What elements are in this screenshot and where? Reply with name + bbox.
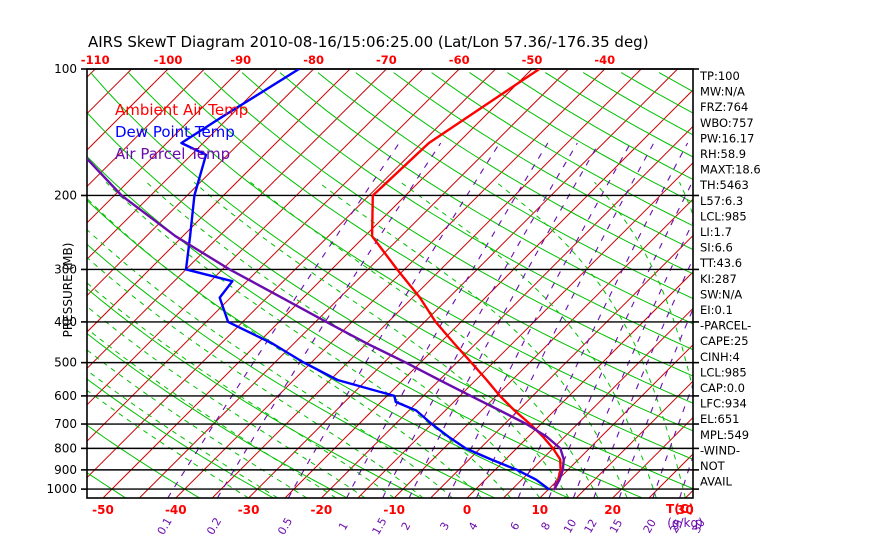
stat-lcl: LCL:985 [700, 209, 747, 223]
legend-dew-point-temp: Dew Point Temp [115, 123, 235, 141]
top-temp-tick: -100 [154, 53, 183, 67]
stat-avail: AVAIL [700, 475, 733, 489]
bottom-temp-tick: -10 [383, 503, 405, 517]
top-temp-tick: -80 [303, 53, 324, 67]
stat-lcl2: LCL:985 [700, 365, 747, 379]
bottom-temp-tick: 30 [677, 503, 694, 517]
stat-cap: CAP:0.0 [700, 381, 745, 395]
isotherm-lines [87, 69, 693, 498]
stat-rh: RH:58.9 [700, 147, 746, 161]
bottom-temp-tick: -50 [92, 503, 114, 517]
pressure-tick: 100 [54, 62, 77, 76]
mixing-ratio-tick: 25 [668, 517, 686, 536]
mixing-ratio-tick: 30 [690, 517, 708, 536]
pressure-tick: 900 [54, 463, 77, 477]
bottom-temp-tick: 10 [531, 503, 548, 517]
pressure-tick: 1000 [46, 482, 77, 496]
bottom-temp-tick: 0 [463, 503, 471, 517]
stat-ei: EI:0.1 [700, 303, 733, 317]
chart-title: AIRS SkewT Diagram 2010-08-16/15:06:25.0… [88, 33, 649, 51]
pressure-tick: 600 [54, 389, 77, 403]
pressure-tick: 800 [54, 441, 77, 455]
mixing-ratio-tick: 20 [641, 517, 659, 536]
temperature-unit-label: T(C) [666, 502, 694, 516]
top-temp-tick: -60 [449, 53, 470, 67]
top-temp-tick: -110 [81, 53, 110, 67]
top-temperature-axis-labels: -110 -100 -90 -80 -70 -60 -50 -40 [81, 53, 615, 67]
stat-cinh: CINH:4 [700, 350, 740, 364]
curve-air-parcel-temp [87, 156, 565, 491]
mixing-ratio-tick: 12 [582, 517, 600, 536]
stat-wind: -WIND- [700, 443, 740, 457]
legend-air-parcel-temp: Air Parcel Temp [115, 145, 230, 163]
stat-maxt: MAXT:18.6 [700, 163, 761, 177]
top-temp-tick: -40 [594, 53, 615, 67]
top-temp-tick: -70 [376, 53, 397, 67]
stat-mpl: MPL:549 [700, 428, 749, 442]
pressure-tick: 200 [54, 188, 77, 202]
stat-tp: TP:100 [699, 69, 740, 83]
dry-adiabat-lines [87, 72, 693, 498]
bottom-temp-tick: 20 [604, 503, 621, 517]
stat-pw: PW:16.17 [700, 131, 754, 145]
plot-frame [81, 68, 699, 499]
stat-not: NOT [700, 459, 726, 473]
bottom-temp-tick: -40 [165, 503, 187, 517]
stat-lfc: LFC:934 [700, 397, 747, 411]
sounding-curves [87, 69, 565, 491]
bottom-temp-tick: -20 [311, 503, 333, 517]
stat-mw: MW:N/A [700, 85, 745, 99]
bottom-temperature-axis-labels: -50 -40 -30 -20 -10 0 10 20 30 [92, 503, 694, 517]
pressure-tick: 500 [54, 356, 77, 370]
curve-dew-point-temp [180, 69, 550, 491]
curve-ambient-air-temp [370, 69, 562, 491]
pressure-tick: 700 [54, 417, 77, 431]
mixing-ratio-tick: 10 [561, 517, 579, 536]
legend-ambient-air-temp: Ambient Air Temp [115, 101, 248, 119]
legend: Ambient Air Temp Dew Point Temp Air Parcel… [115, 101, 248, 163]
stat-frz: FRZ:764 [700, 100, 748, 114]
bottom-temp-tick: -30 [238, 503, 260, 517]
mixing-ratio-tick: 15 [607, 517, 625, 536]
pressure-axis-title: PRESSURE (MB) [61, 243, 75, 338]
stat-li: LI:1.7 [700, 225, 732, 239]
stat-parcel: -PARCEL- [700, 319, 751, 333]
stat-l57: L57:6.3 [700, 194, 743, 208]
stat-cape: CAPE:25 [700, 334, 749, 348]
stat-wbo: WBO:757 [700, 116, 754, 130]
stat-el: EL:651 [700, 412, 740, 426]
stat-ki: KI:287 [700, 272, 737, 286]
stat-tt: TT:43.6 [699, 256, 742, 270]
pressure-tick: 300 [54, 262, 77, 276]
stat-sw: SW:N/A [700, 287, 742, 301]
top-temp-tick: -90 [230, 53, 251, 67]
top-temp-tick: -50 [522, 53, 543, 67]
pressure-axis-labels: 100 200 300 400 500 600 700 800 900 1000 [46, 62, 77, 496]
stat-si: SI:6.6 [700, 241, 733, 255]
mixing-ratio-unit-label: (g/kg) [667, 516, 703, 530]
pressure-tick: 400 [54, 315, 77, 329]
stat-th: TH:5463 [699, 178, 749, 192]
